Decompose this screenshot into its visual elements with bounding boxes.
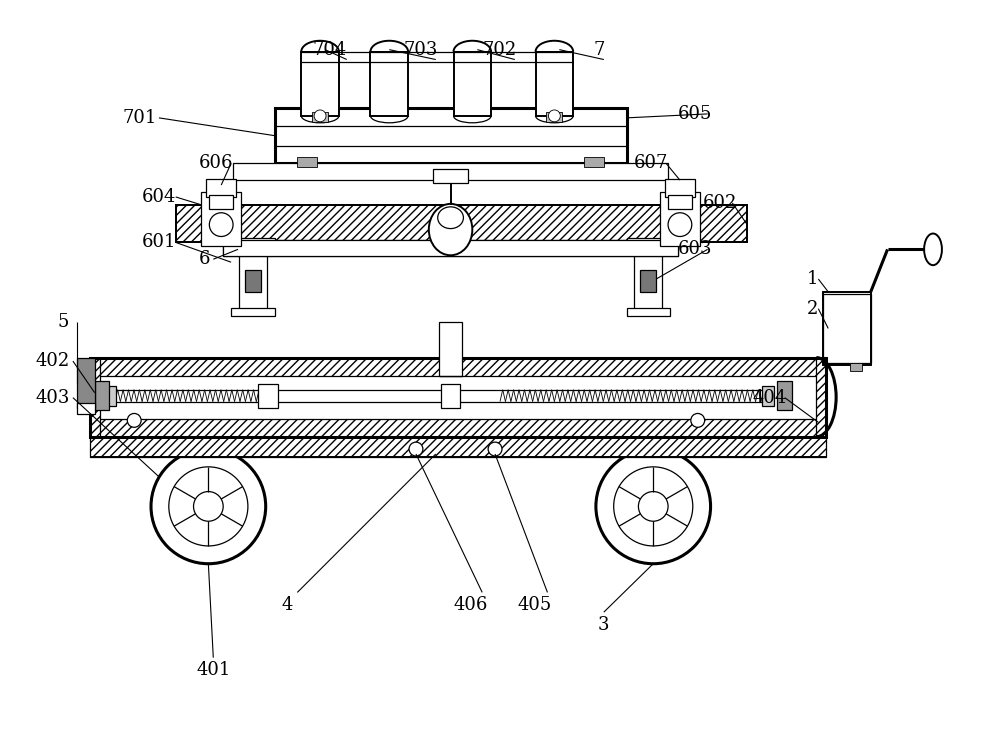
Bar	[433, 169, 468, 183]
Bar	[258, 384, 278, 408]
Bar	[77, 402, 95, 414]
Bar	[90, 419, 826, 437]
Circle shape	[314, 110, 326, 122]
Bar	[823, 292, 871, 365]
Ellipse shape	[614, 467, 693, 546]
Circle shape	[209, 213, 233, 237]
Text: 607: 607	[633, 155, 668, 172]
Bar	[231, 308, 275, 316]
Bar	[105, 386, 116, 405]
Bar	[454, 51, 491, 116]
Bar	[441, 384, 460, 408]
Bar	[312, 112, 328, 122]
Text: 4: 4	[282, 596, 293, 614]
Ellipse shape	[194, 492, 223, 521]
Bar	[665, 179, 695, 197]
Bar	[231, 238, 275, 246]
Text: 2: 2	[806, 300, 818, 317]
Bar	[209, 195, 233, 209]
Text: 603: 603	[678, 240, 712, 258]
Ellipse shape	[638, 492, 668, 521]
Bar	[176, 205, 747, 243]
Bar	[233, 163, 668, 180]
Bar	[850, 363, 862, 371]
Circle shape	[127, 413, 141, 427]
Ellipse shape	[438, 207, 463, 229]
Text: 406: 406	[453, 596, 488, 614]
Text: 3: 3	[598, 616, 610, 634]
Text: 605: 605	[678, 105, 712, 123]
Ellipse shape	[924, 234, 942, 265]
Text: 5: 5	[57, 312, 68, 331]
Text: 702: 702	[483, 40, 517, 59]
Bar	[95, 381, 109, 410]
Bar	[536, 51, 573, 116]
Bar	[206, 179, 236, 197]
Bar	[90, 435, 826, 457]
Text: 401: 401	[196, 660, 230, 679]
Text: 405: 405	[517, 596, 552, 614]
Text: 602: 602	[703, 194, 737, 212]
Bar	[201, 192, 241, 246]
Bar	[90, 358, 100, 437]
Bar	[634, 243, 662, 314]
Bar	[584, 158, 604, 167]
Text: 701: 701	[122, 109, 157, 127]
Bar	[370, 51, 408, 116]
Text: 402: 402	[35, 352, 70, 370]
Bar	[90, 358, 826, 376]
Text: 601: 601	[142, 233, 177, 251]
Bar	[297, 158, 317, 167]
Bar	[301, 51, 339, 116]
Bar	[77, 358, 95, 408]
Bar	[762, 386, 774, 405]
Bar	[239, 243, 267, 314]
Bar	[627, 308, 670, 316]
Text: 704: 704	[313, 40, 347, 59]
Ellipse shape	[169, 467, 248, 546]
Text: 404: 404	[752, 388, 786, 407]
Text: 7: 7	[593, 40, 605, 59]
Bar	[100, 376, 816, 419]
Bar	[660, 192, 700, 246]
Bar	[668, 195, 692, 209]
Ellipse shape	[151, 449, 266, 564]
Bar	[223, 240, 678, 257]
Circle shape	[548, 110, 560, 122]
Bar	[777, 381, 792, 410]
Text: 6: 6	[198, 250, 210, 268]
Ellipse shape	[596, 449, 711, 564]
Bar	[546, 112, 562, 122]
Text: 604: 604	[142, 188, 176, 206]
Bar	[275, 108, 627, 163]
Circle shape	[691, 413, 705, 427]
Text: 1: 1	[806, 270, 818, 288]
Bar	[223, 240, 678, 257]
Text: 403: 403	[35, 388, 70, 407]
Bar	[245, 270, 261, 292]
Bar	[640, 270, 656, 292]
Circle shape	[409, 442, 423, 456]
Bar	[439, 322, 462, 376]
Bar	[816, 358, 826, 437]
Bar	[92, 437, 824, 453]
Circle shape	[488, 442, 502, 456]
Bar	[90, 358, 826, 437]
Circle shape	[668, 213, 692, 237]
Text: 606: 606	[198, 155, 233, 172]
Bar	[176, 205, 747, 243]
Text: 703: 703	[404, 40, 438, 59]
Bar	[627, 238, 670, 246]
Bar	[823, 294, 871, 363]
Ellipse shape	[429, 204, 472, 255]
